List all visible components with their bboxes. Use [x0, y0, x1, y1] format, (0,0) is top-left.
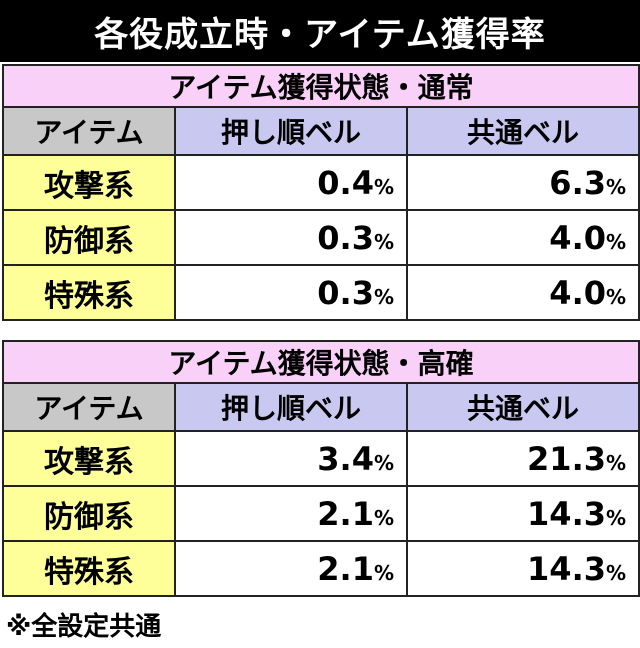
rate-value: 0.4	[317, 163, 374, 202]
rate-cell: 0.3%	[174, 264, 408, 321]
rate-value: 0.3	[317, 273, 374, 312]
rate-cell: 14.3%	[405, 485, 640, 542]
rate-value: 6.3	[549, 163, 606, 202]
percent-unit: %	[373, 284, 394, 309]
page-title: 各役成立時・アイテム獲得率	[0, 0, 640, 62]
header-oshijun-bell: 押し順ベル	[174, 106, 408, 156]
percent-unit: %	[605, 284, 627, 309]
table-row: 防御系 0.3% 4.0%	[2, 209, 640, 266]
header-kyotsu-bell: 共通ベル	[405, 382, 640, 432]
rate-cell: 21.3%	[405, 430, 640, 487]
item-rate-table-high: アイテム獲得状態・高確 アイテム 押し順ベル 共通ベル 攻撃系 3.4% 21.…	[1, 340, 640, 597]
rate-cell: 0.4%	[174, 154, 408, 211]
percent-unit: %	[605, 450, 627, 475]
rate-value: 2.1	[317, 549, 374, 588]
rate-cell: 3.4%	[174, 430, 408, 487]
rate-value: 14.3	[527, 494, 606, 533]
rate-cell: 2.1%	[174, 485, 408, 542]
rate-value: 4.0	[549, 273, 606, 312]
rate-cell: 14.3%	[405, 540, 640, 597]
item-name: 攻撃系	[2, 430, 176, 487]
rate-value: 3.4	[317, 439, 374, 478]
table-row: 特殊系 2.1% 14.3%	[2, 540, 640, 597]
item-name: 特殊系	[2, 540, 176, 597]
percent-unit: %	[373, 174, 394, 199]
percent-unit: %	[373, 560, 394, 585]
header-item: アイテム	[2, 382, 176, 432]
rate-cell: 6.3%	[405, 154, 640, 211]
table-row: 特殊系 0.3% 4.0%	[2, 264, 640, 321]
item-name: 攻撃系	[2, 154, 176, 211]
rate-value: 4.0	[549, 218, 606, 257]
percent-unit: %	[373, 505, 394, 530]
section-title: アイテム獲得状態・通常	[1, 64, 640, 108]
rate-value: 0.3	[317, 218, 374, 257]
percent-unit: %	[373, 450, 394, 475]
header-oshijun-bell: 押し順ベル	[174, 382, 408, 432]
rate-value: 14.3	[527, 549, 606, 588]
rate-cell: 4.0%	[405, 264, 640, 321]
rate-value: 2.1	[317, 494, 374, 533]
header-item: アイテム	[2, 106, 176, 156]
rate-cell: 4.0%	[405, 209, 640, 266]
percent-unit: %	[605, 505, 627, 530]
percent-unit: %	[373, 229, 394, 254]
percent-unit: %	[605, 560, 627, 585]
item-rate-table-normal: アイテム獲得状態・通常 アイテム 押し順ベル 共通ベル 攻撃系 0.4% 6.3…	[1, 64, 640, 321]
table-row: 攻撃系 0.4% 6.3%	[2, 154, 640, 211]
footnote: ※全設定共通	[6, 612, 162, 642]
table-row: 攻撃系 3.4% 21.3%	[2, 430, 640, 487]
percent-unit: %	[605, 229, 627, 254]
rate-cell: 0.3%	[174, 209, 408, 266]
item-name: 防御系	[2, 209, 176, 266]
rate-value: 21.3	[527, 439, 606, 478]
percent-unit: %	[605, 174, 627, 199]
header-kyotsu-bell: 共通ベル	[405, 106, 640, 156]
item-name: 特殊系	[2, 264, 176, 321]
rate-cell: 2.1%	[174, 540, 408, 597]
table-row: 防御系 2.1% 14.3%	[2, 485, 640, 542]
section-title: アイテム獲得状態・高確	[1, 340, 640, 384]
item-name: 防御系	[2, 485, 176, 542]
